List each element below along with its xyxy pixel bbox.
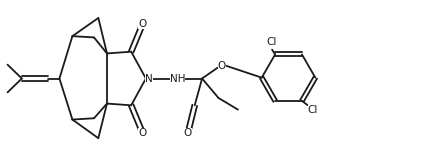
Text: NH: NH <box>170 73 185 84</box>
Text: Cl: Cl <box>267 37 277 47</box>
Text: O: O <box>138 19 146 30</box>
Text: Cl: Cl <box>308 105 318 115</box>
Text: O: O <box>218 61 226 70</box>
Text: O: O <box>138 127 146 138</box>
Text: N: N <box>146 73 153 84</box>
Text: O: O <box>183 127 191 138</box>
